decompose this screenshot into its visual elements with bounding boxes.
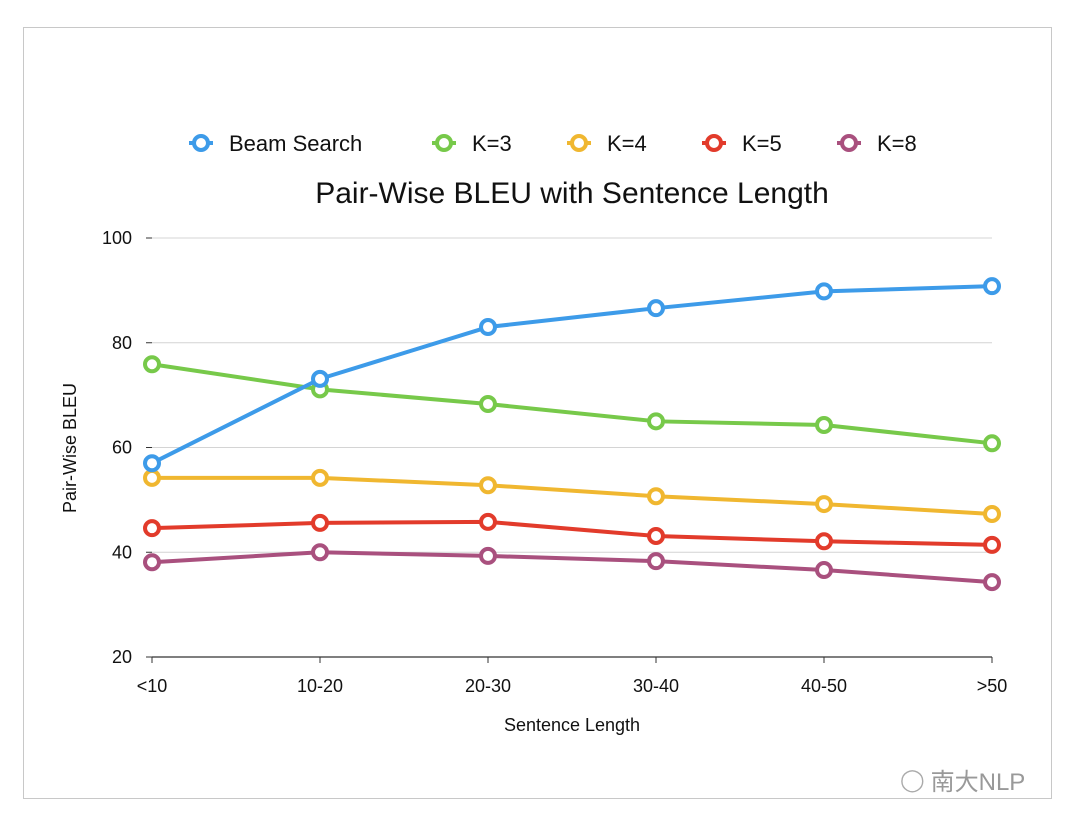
data-point	[815, 532, 833, 551]
watermark: ◯ 南大NLP	[900, 762, 1025, 797]
y-tick-label: 40	[112, 542, 132, 562]
chart-frame	[23, 27, 1052, 799]
legend-marker	[435, 134, 453, 152]
x-tick-label: 10-20	[297, 676, 343, 696]
x-tick-label: 40-50	[801, 676, 847, 696]
data-point	[143, 355, 161, 374]
data-point	[143, 519, 161, 538]
x-tick-label: <10	[137, 676, 168, 696]
data-point	[311, 369, 329, 388]
data-point	[647, 552, 665, 571]
legend-marker	[840, 134, 858, 152]
data-point	[479, 512, 497, 531]
legend-label: K=3	[472, 131, 512, 156]
x-axis-label: Sentence Length	[504, 715, 640, 735]
data-point	[983, 573, 1001, 592]
data-point	[647, 299, 665, 318]
series-line	[151, 284, 993, 465]
data-point	[143, 553, 161, 572]
data-point	[479, 476, 497, 495]
data-point	[815, 415, 833, 434]
legend-label: K=8	[877, 131, 917, 156]
legend-label: K=5	[742, 131, 782, 156]
data-point	[647, 527, 665, 546]
y-tick-label: 60	[112, 438, 132, 458]
data-point	[479, 318, 497, 337]
legend-label: K=4	[607, 131, 647, 156]
data-point	[479, 395, 497, 414]
data-point	[143, 454, 161, 473]
y-tick-label: 100	[102, 228, 132, 248]
x-tick-label: 20-30	[465, 676, 511, 696]
data-point	[983, 535, 1001, 554]
data-point	[983, 434, 1001, 453]
y-tick-label: 20	[112, 647, 132, 667]
series-line	[151, 362, 993, 446]
legend-label: Beam Search	[229, 131, 362, 156]
legend-marker	[192, 134, 210, 152]
data-point	[647, 487, 665, 506]
data-point	[479, 546, 497, 565]
x-tick-label: 30-40	[633, 676, 679, 696]
wechat-icon: ◯	[900, 766, 925, 792]
y-tick-label: 80	[112, 333, 132, 353]
series-line	[152, 475, 993, 517]
data-point	[815, 495, 833, 514]
series-line	[151, 550, 993, 585]
data-point	[815, 561, 833, 580]
y-axis-label: Pair-Wise BLEU	[60, 383, 80, 513]
data-point	[983, 277, 1001, 296]
chart-title: Pair-Wise BLEU with Sentence Length	[315, 177, 829, 210]
legend-marker	[705, 134, 723, 152]
data-point	[815, 282, 833, 301]
data-point	[143, 468, 161, 487]
series-line	[151, 519, 993, 547]
data-point	[647, 412, 665, 431]
watermark-text: 南大NLP	[930, 769, 1026, 796]
data-point	[983, 505, 1001, 524]
x-tick-label: >50	[977, 676, 1008, 696]
legend-marker	[570, 134, 588, 152]
data-point	[311, 513, 329, 532]
data-point	[311, 468, 329, 487]
data-point	[311, 543, 329, 562]
